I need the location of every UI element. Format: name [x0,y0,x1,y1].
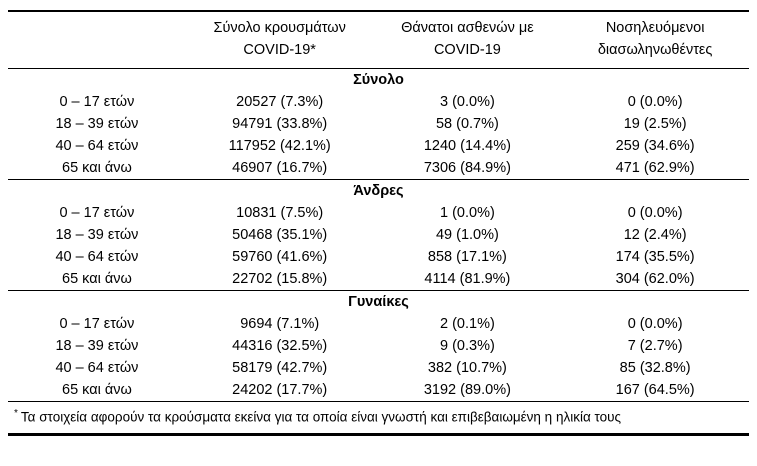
deaths-cell: 9 (0.3%) [439,337,495,354]
section-title: Άνδρες [353,182,404,199]
table-section: Σύνολο 0 – 17 ετών 20527 (7.3%) 3 (0.0%) 0 (… [8,68,749,179]
table-section: Γυναίκες 0 – 17 ετών 9694 (7.1%) 2 (0.1%) 0 … [8,290,749,401]
intubated-cell: 471 (62.9%) [615,159,695,176]
age-group-label: 18 – 39 ετών [55,337,139,354]
deaths-cell: 4114 (81.9%) [424,270,511,287]
age-group-label: 40 – 64 ετών [55,137,139,154]
age-group-label: 40 – 64 ετών [55,359,139,376]
intubated-cell: 19 (2.5%) [623,115,687,132]
column-header-intubated-line2: διασωληνωθέντες [597,42,713,59]
intubated-cell: 304 (62.0%) [615,270,695,287]
deaths-cell: 1240 (14.4%) [423,137,511,154]
deaths-cell: 3 (0.0%) [439,93,495,110]
intubated-cell: 0 (0.0%) [627,93,683,110]
table-row: 65 και άνω 46907 (16.7%) 7306 (84.9%) 471 (… [8,157,749,180]
age-group-label: 40 – 64 ετών [55,248,139,265]
table-row: 0 – 17 ετών 9694 (7.1%) 2 (0.1%) 0 (0.0%) [8,313,749,335]
cases-cell: 94791 (33.8%) [232,115,328,132]
deaths-cell: 2 (0.1%) [439,315,495,332]
intubated-cell: 167 (64.5%) [615,381,695,398]
cases-cell: 9694 (7.1%) [240,315,320,332]
table-row: 18 – 39 ετών 50468 (35.1%) 49 (1.0%) 12 (2.… [8,224,749,246]
age-group-label: 0 – 17 ετών [59,93,135,110]
column-header-intubated: Νοσηλευόμενοι διασωληνωθέντες [561,11,749,68]
table-row: 18 – 39 ετών 44316 (32.5%) 9 (0.3%) 7 (2.7%… [8,335,749,357]
table-section: Άνδρες 0 – 17 ετών 10831 (7.5%) 1 (0.0%) 0 (… [8,179,749,290]
age-group-label: 0 – 17 ετών [59,315,135,332]
age-group-label: 18 – 39 ετών [55,115,139,132]
deaths-cell: 7306 (84.9%) [423,159,511,176]
cases-cell: 22702 (15.8%) [232,270,328,287]
table-row: 40 – 64 ετών 117952 (42.1%) 1240 (14.4%) 25… [8,135,749,157]
age-group-label: 65 και άνω [62,159,132,176]
age-group-label: 65 και άνω [62,270,132,287]
footnote: * Τα στοιχεία αφορούν τα κρούσματα εκείνα… [8,400,749,436]
cases-cell: 44316 (32.5%) [232,337,328,354]
section-header-row: Άνδρες [8,179,749,202]
age-group-label: 0 – 17 ετών [59,204,135,221]
table-row: 65 και άνω 22702 (15.8%) 4114 (81.9%) 304 (… [8,268,749,291]
column-header-intubated-line1: Νοσηλευόμενοι [605,20,705,36]
footnote-text: Τα στοιχεία αφορούν τα κρούσματα εκείνα … [20,409,622,425]
column-header-deaths: Θάνατοι ασθενών με COVID-19 [374,11,562,68]
age-group-label: 65 και άνω [62,381,132,398]
footnote-marker: * [14,407,18,419]
intubated-cell: 0 (0.0%) [627,315,683,332]
table-row: 18 – 39 ετών 94791 (33.8%) 58 (0.7%) 19 (2.… [8,113,749,135]
deaths-cell: 3192 (89.0%) [423,381,511,398]
intubated-cell: 174 (35.5%) [615,248,695,265]
cases-cell: 24202 (17.7%) [232,381,328,398]
empty-header-cell [8,11,186,68]
cases-cell: 50468 (35.1%) [232,226,328,243]
table-row: 40 – 64 ετών 58179 (42.7%) 382 (10.7%) 85 (… [8,357,749,379]
cases-cell: 59760 (41.6%) [232,248,328,265]
section-title: Γυναίκες [348,293,409,310]
column-header-cases-line2: COVID-19* [243,42,316,59]
deaths-cell: 58 (0.7%) [435,115,499,132]
cases-cell: 117952 (42.1%) [228,137,331,154]
deaths-cell: 49 (1.0%) [435,226,499,243]
deaths-cell: 1 (0.0%) [439,204,495,221]
table-row: 0 – 17 ετών 10831 (7.5%) 1 (0.0%) 0 (0.0%) [8,202,749,224]
column-header-cases-line1: Σύνολο κρουσμάτων [213,20,346,36]
section-header-row: Γυναίκες [8,290,749,313]
section-header-row: Σύνολο [8,68,749,91]
column-header-deaths-line1: Θάνατοι ασθενών με [401,20,534,36]
deaths-cell: 858 (17.1%) [427,248,507,265]
cases-cell: 58179 (42.7%) [232,359,328,376]
intubated-cell: 259 (34.6%) [615,137,695,154]
intubated-cell: 0 (0.0%) [627,204,683,221]
column-header-deaths-line2: COVID-19 [433,42,501,59]
cases-cell: 10831 (7.5%) [236,204,324,221]
section-title: Σύνολο [353,71,404,88]
table-row: 40 – 64 ετών 59760 (41.6%) 858 (17.1%) 174 … [8,246,749,268]
age-group-label: 18 – 39 ετών [55,226,139,243]
cases-cell: 20527 (7.3%) [236,93,324,110]
table-header: Σύνολο κρουσμάτων COVID-19* Θάνατοι ασθε… [8,11,749,69]
column-header-cases: Σύνολο κρουσμάτων COVID-19* [186,11,374,68]
intubated-cell: 12 (2.4%) [623,226,687,243]
intubated-cell: 7 (2.7%) [627,337,683,354]
deaths-cell: 382 (10.7%) [427,359,507,376]
table-row: 0 – 17 ετών 20527 (7.3%) 3 (0.0%) 0 (0.0%) [8,91,749,113]
cases-cell: 46907 (16.7%) [232,159,328,176]
covid-age-table: Σύνολο κρουσμάτων COVID-19* Θάνατοι ασθε… [8,10,749,401]
table-row: 65 και άνω 24202 (17.7%) 3192 (89.0%) 167 (… [8,379,749,401]
intubated-cell: 85 (32.8%) [619,359,691,376]
